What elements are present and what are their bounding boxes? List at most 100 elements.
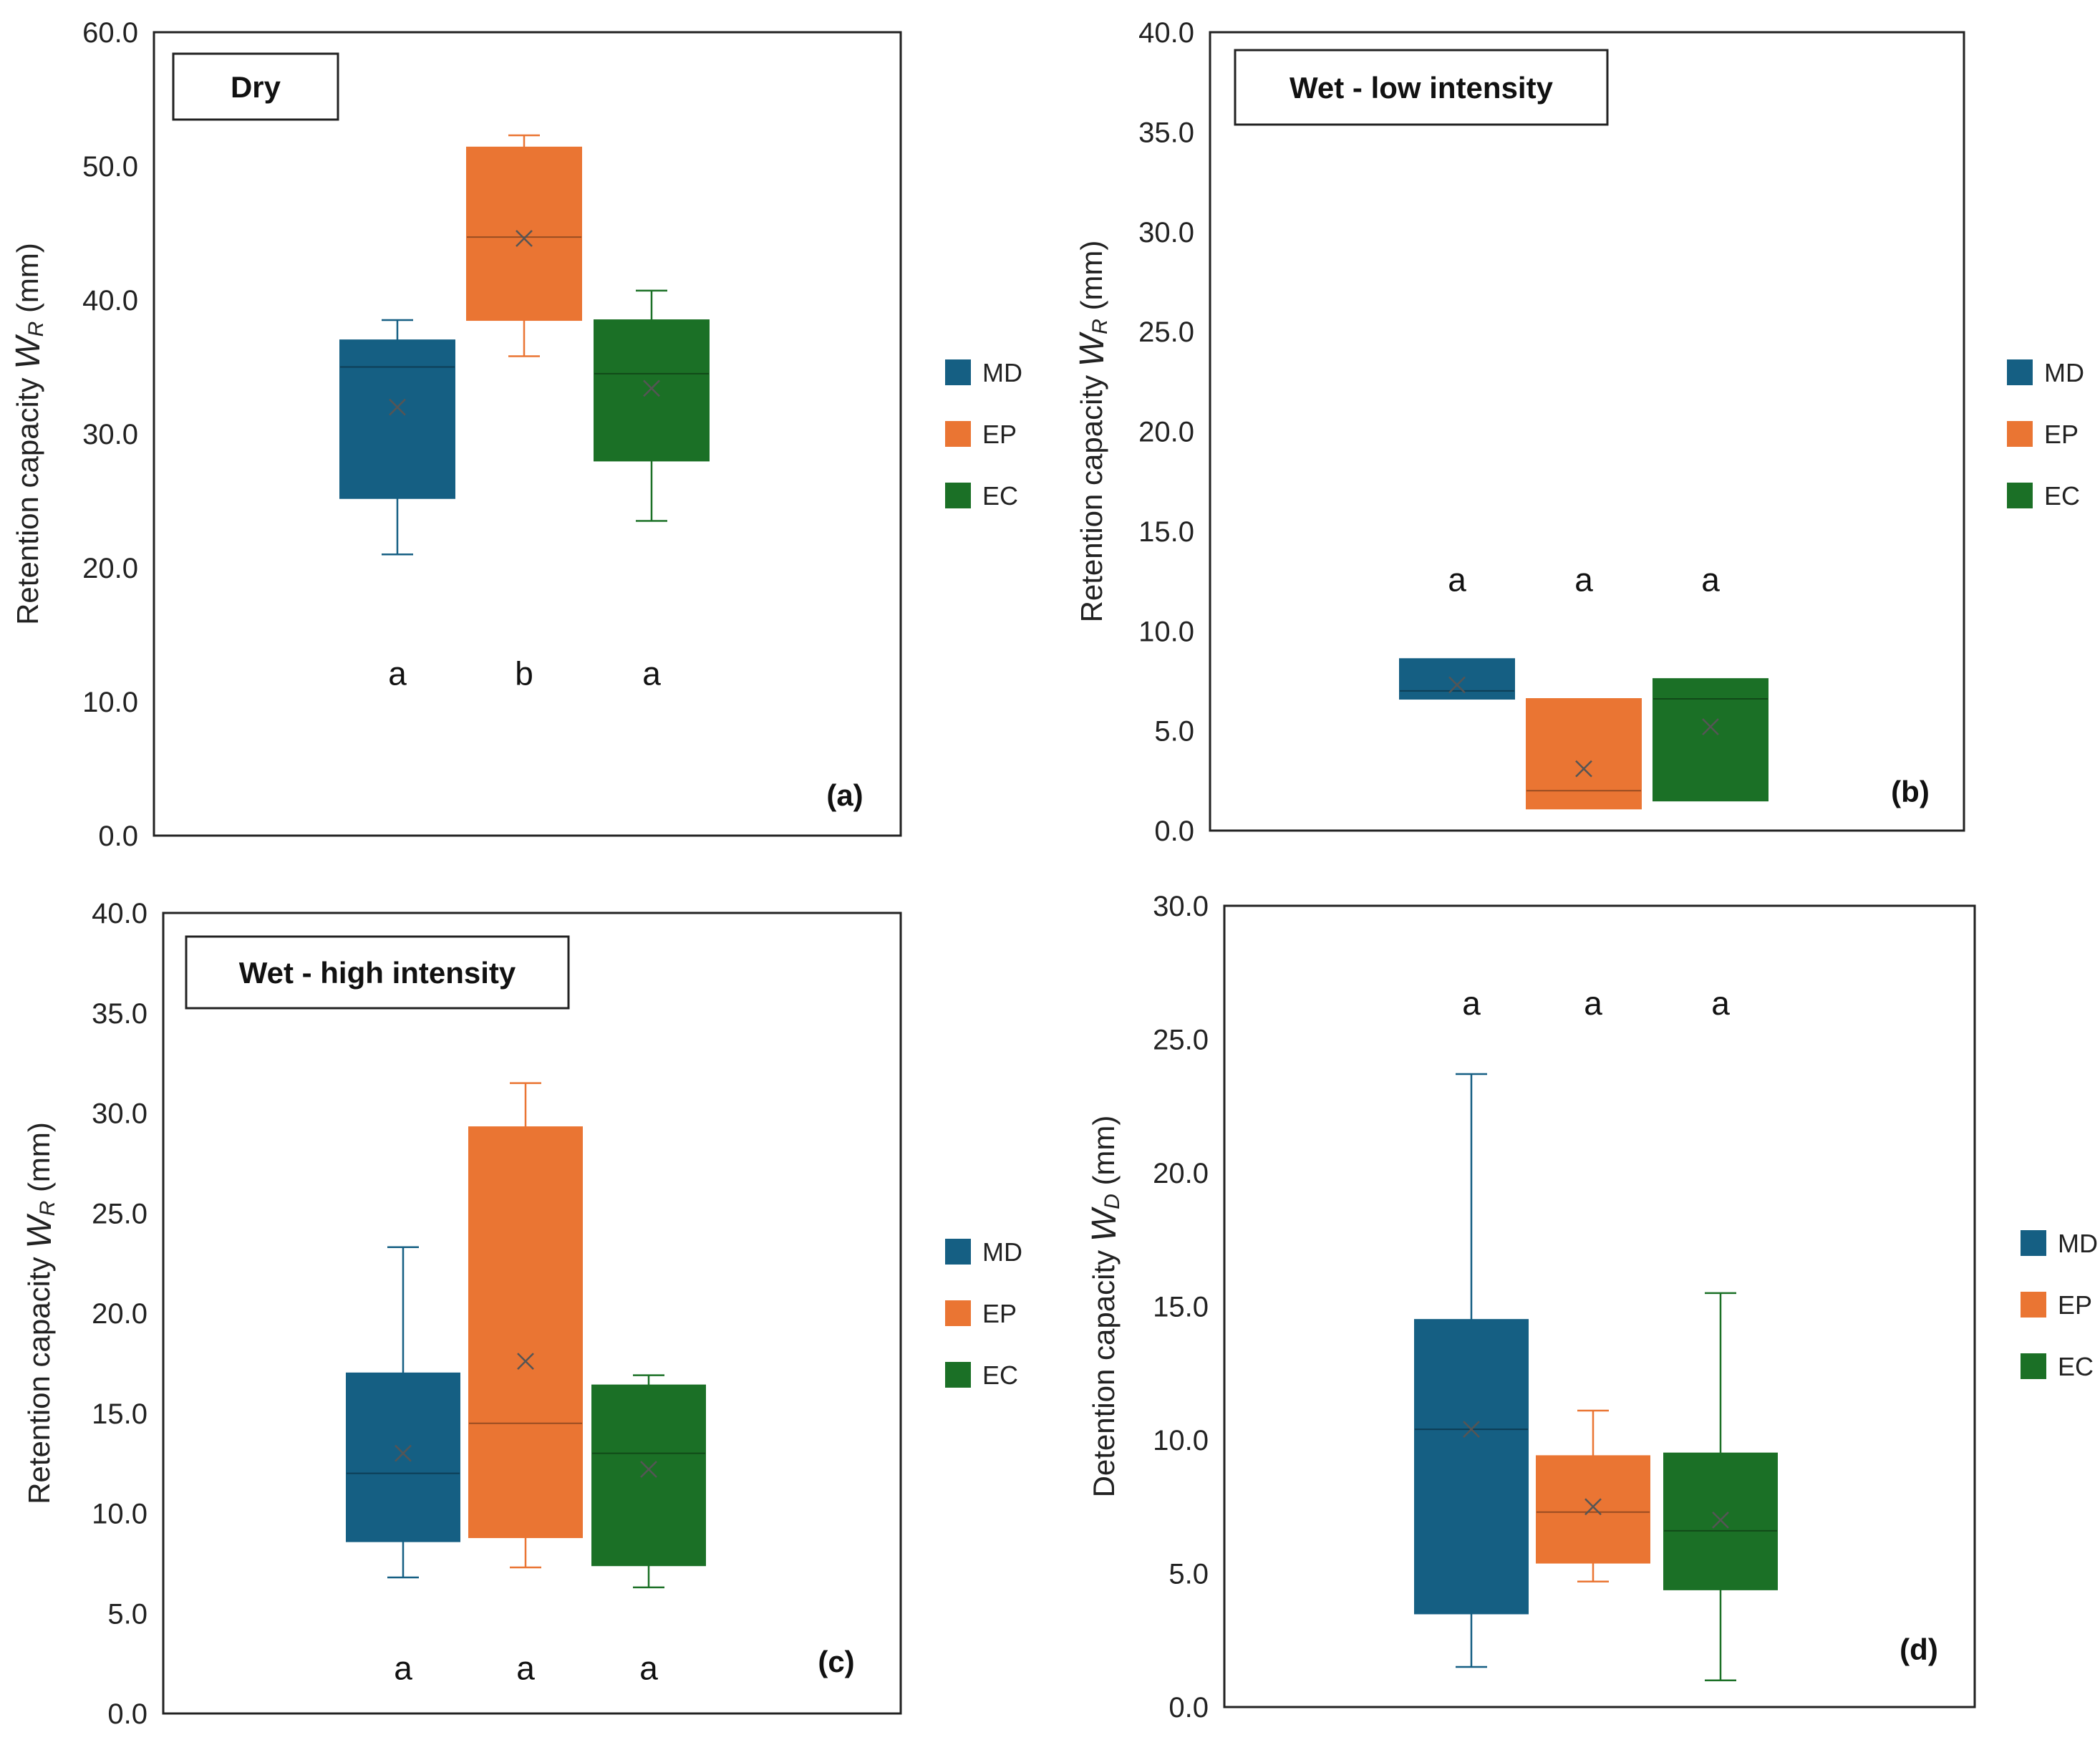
legend: MD EP EC: [945, 358, 1022, 511]
mean-marker: [1463, 1421, 1480, 1438]
legend-label-md: MD: [982, 358, 1022, 387]
y-axis-label: Retention capacity WR (mm): [21, 1122, 59, 1504]
y-tick-label: 25.0: [1153, 1025, 1209, 1056]
y-axis-label-text: Retention capacity: [11, 369, 44, 625]
legend-label-md: MD: [2058, 1229, 2098, 1258]
box-ep: b: [466, 134, 582, 692]
legend-swatch-md: [945, 359, 971, 385]
y-tick-label: 15.0: [1138, 516, 1194, 548]
y-tick-label: 5.0: [1154, 716, 1194, 748]
box-body: [591, 1384, 706, 1567]
y-tick-label: 40.0: [82, 285, 138, 316]
y-axis-label-text: Retention capacity: [22, 1249, 56, 1504]
y-tick-label: 40.0: [1138, 17, 1194, 49]
panel-label: (b): [1891, 775, 1930, 808]
panel-label: (c): [818, 1645, 854, 1678]
panel-label: (d): [1900, 1633, 1938, 1666]
box-body: [468, 1126, 583, 1539]
panel-d: 0.0 5.0 10.0 15.0 20.0 25.0 30.0 Detention capa…: [1085, 891, 2098, 1724]
y-tick-label: 5.0: [1168, 1559, 1209, 1590]
box-md: a: [339, 319, 455, 692]
y-tick-label: 10.0: [1138, 616, 1194, 647]
y-axis-label-subscript: R: [1088, 319, 1112, 334]
legend-label-ec: EC: [982, 1360, 1018, 1390]
y-tick-label: 35.0: [1138, 117, 1194, 148]
y-axis-label-symbol: W: [21, 1213, 59, 1249]
chart-title: Wet - low intensity: [1289, 71, 1554, 105]
y-axis-label: Retention capacity WR (mm): [9, 243, 48, 625]
y-axis-label-unit: (mm): [11, 243, 44, 322]
legend-label-ep: EP: [2044, 420, 2079, 449]
box-body: [1414, 1319, 1529, 1615]
legend-swatch-ec: [2021, 1353, 2046, 1379]
box-ec: a: [591, 1374, 706, 1687]
legend-swatch-ep: [945, 421, 971, 447]
mean-marker: [1584, 1498, 1602, 1516]
legend-label-ep: EP: [982, 420, 1017, 449]
box-ep: a: [1526, 561, 1642, 810]
y-tick-label: 0.0: [98, 821, 138, 852]
panel-label: (a): [826, 778, 863, 812]
significance-letter: a: [1701, 561, 1720, 599]
box-body: [1399, 658, 1515, 700]
y-tick-label: 15.0: [1153, 1292, 1209, 1323]
plot-frame: [1209, 31, 1965, 832]
legend-label-ec: EC: [2058, 1352, 2094, 1381]
y-tick-label: 20.0: [1138, 417, 1194, 448]
plot-frame: [1223, 904, 1976, 1708]
y-tick-label: 15.0: [92, 1398, 147, 1430]
title-box: [172, 52, 339, 121]
y-axis-label-text: Retention capacity: [1075, 367, 1108, 622]
y-tick-label: 30.0: [92, 1098, 147, 1130]
legend-label-ec: EC: [2044, 481, 2080, 511]
y-axis-label-text: Detention capacity: [1087, 1242, 1121, 1497]
legend-label-ep: EP: [982, 1299, 1017, 1328]
y-tick-label: 50.0: [82, 151, 138, 183]
y-tick-label: 60.0: [82, 17, 138, 49]
plot-frame: [153, 31, 902, 837]
significance-letter: a: [1584, 985, 1602, 1022]
mean-marker: [517, 1353, 534, 1370]
box-body: [466, 146, 582, 322]
title-box: [185, 935, 570, 1010]
y-tick-label: 20.0: [82, 553, 138, 584]
y-axis-label-symbol: W: [9, 334, 47, 369]
mean-marker: [516, 230, 533, 247]
box-body: [339, 339, 455, 499]
legend-swatch-md: [2021, 1230, 2046, 1256]
legend-swatch-ep: [2007, 421, 2033, 447]
box-body: [1663, 1452, 1778, 1590]
box-body: [1653, 678, 1768, 802]
chart-title: Wet - high intensity: [239, 956, 516, 990]
mean-marker: [389, 398, 406, 416]
y-tick-label: 35.0: [92, 998, 147, 1030]
significance-letter: a: [516, 1650, 535, 1687]
mean-marker: [643, 380, 660, 397]
y-tick-label: 10.0: [1153, 1425, 1209, 1456]
y-axis-label: Retention capacity WR (mm): [1073, 241, 1112, 623]
y-tick-label: 40.0: [92, 898, 147, 929]
y-tick-label: 25.0: [92, 1198, 147, 1229]
legend-label-ep: EP: [2058, 1290, 2092, 1320]
mean-marker: [1712, 1512, 1729, 1529]
significance-letter: a: [642, 655, 661, 692]
y-tick-label: 20.0: [1153, 1158, 1209, 1189]
legend-swatch-md: [945, 1239, 971, 1265]
y-tick-label: 30.0: [82, 419, 138, 450]
y-axis-label-unit: (mm): [1075, 241, 1108, 319]
chart-title: Dry: [231, 70, 281, 104]
legend-swatch-ep: [945, 1300, 971, 1326]
legend-swatch-ec: [2007, 483, 2033, 508]
box-md: a: [1414, 985, 1529, 1668]
box-body: [346, 1372, 460, 1542]
legend-label-md: MD: [2044, 358, 2084, 387]
box-md: a: [346, 1246, 460, 1687]
box-ec: a: [1663, 985, 1778, 1681]
title-box: [1234, 49, 1609, 126]
mean-marker: [1448, 676, 1466, 694]
legend-swatch-ec: [945, 483, 971, 508]
box-ep: a: [468, 1082, 583, 1687]
y-axis-label-subscript: D: [1100, 1194, 1124, 1209]
box-body: [594, 319, 710, 462]
significance-letter: a: [394, 1650, 412, 1687]
